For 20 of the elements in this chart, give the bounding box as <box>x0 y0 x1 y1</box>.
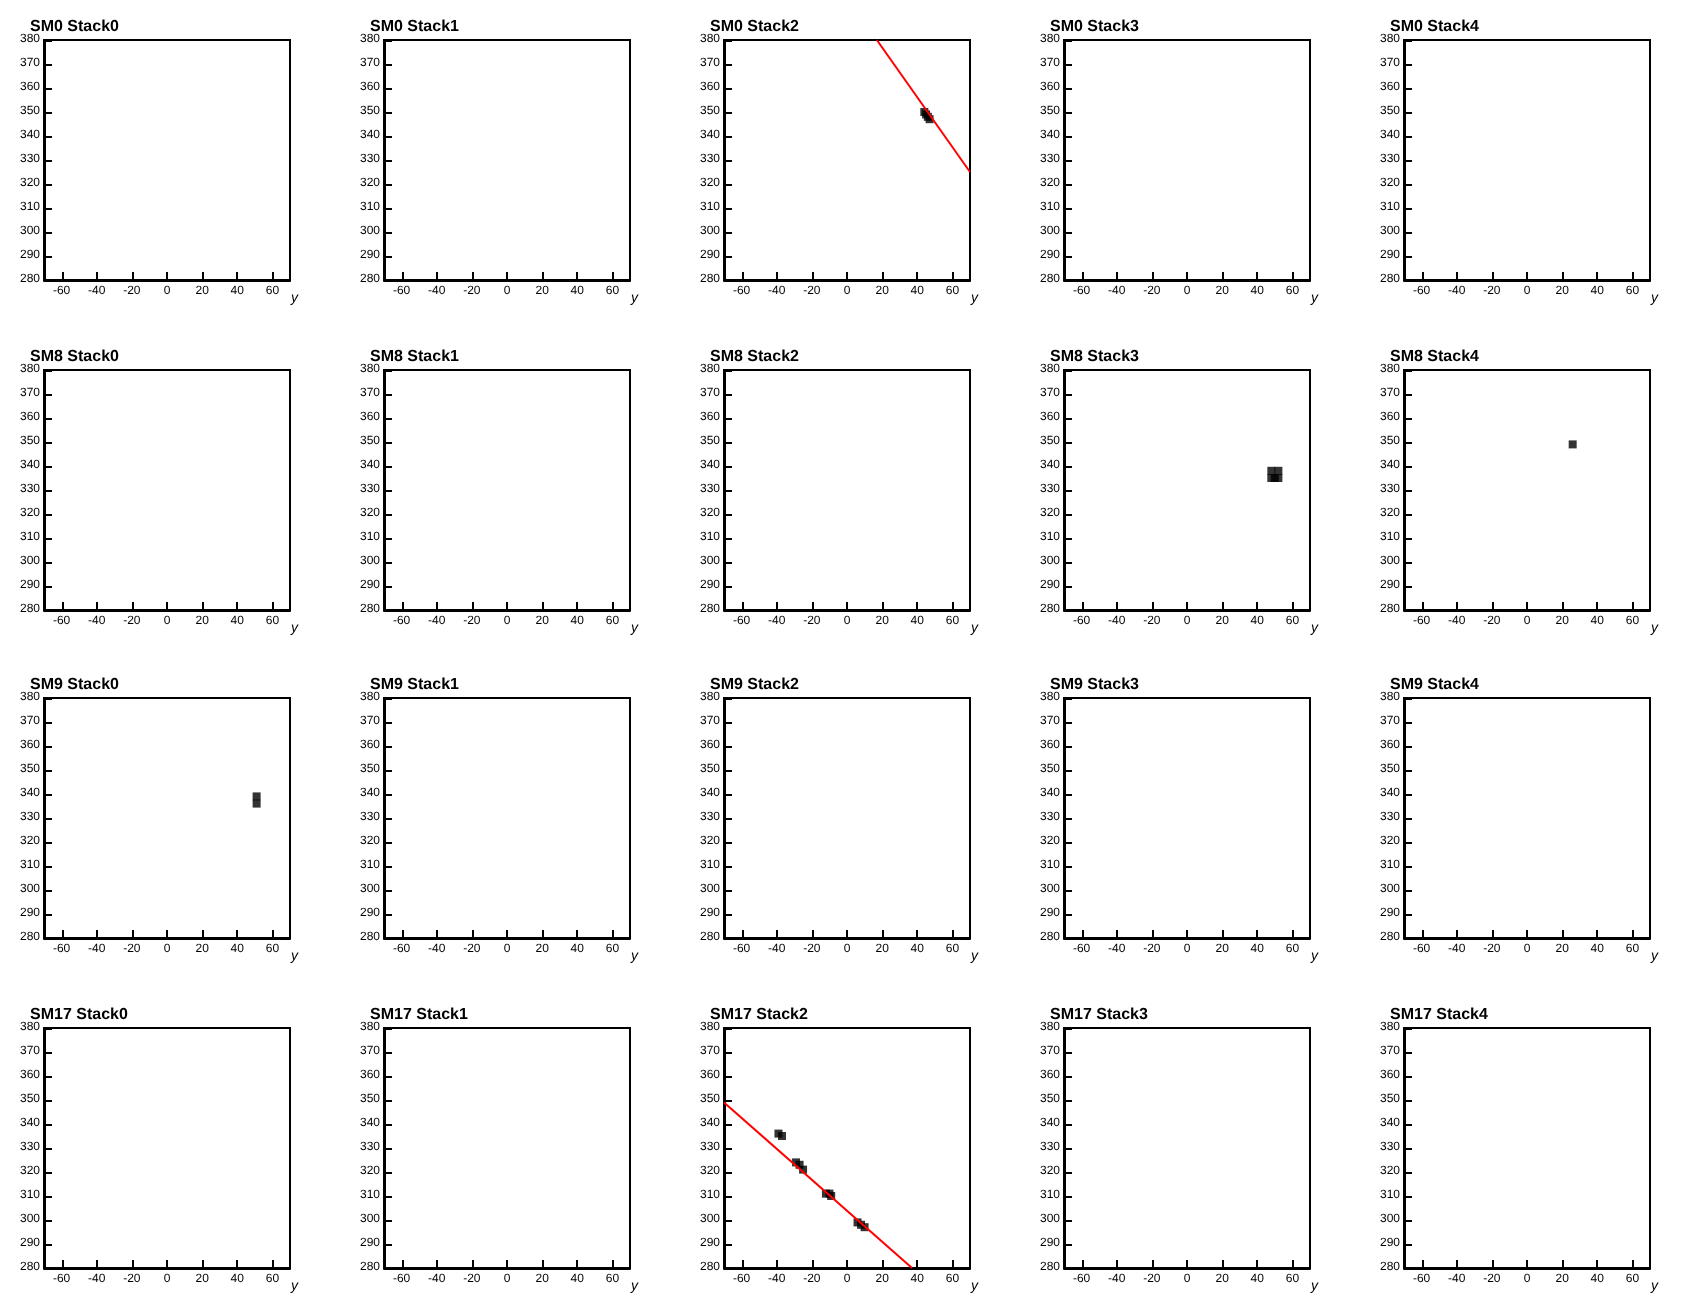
chart-title: SM8 Stack3 <box>1050 346 1141 364</box>
chart-title: SM9 Stack0 <box>30 675 121 693</box>
chart-title: SM9 Stack3 <box>1050 675 1141 693</box>
chart-title: SM0 Stack1 <box>370 17 461 35</box>
chart-title: SM0 Stack3 <box>1050 17 1141 35</box>
chart-title: SM8 Stack1 <box>370 346 461 364</box>
chart-title: SM17 Stack0 <box>30 1004 129 1022</box>
chart-title: SM8 Stack0 <box>30 346 121 364</box>
chart-title: SM17 Stack1 <box>370 1004 469 1022</box>
chart-title: SM0 Stack4 <box>1390 17 1481 35</box>
chart-title: SM17 Stack3 <box>1050 1004 1149 1022</box>
chart-title: SM8 Stack2 <box>710 346 801 364</box>
chart-title: SM9 Stack2 <box>710 675 801 693</box>
chart-title: SM17 Stack2 <box>710 1004 809 1022</box>
chart-title: SM8 Stack4 <box>1390 346 1481 364</box>
chart-title: SM0 Stack0 <box>30 17 121 35</box>
chart-title: SM9 Stack4 <box>1390 675 1481 693</box>
chart-title: SM9 Stack1 <box>370 675 461 693</box>
chart-title: SM17 Stack4 <box>1390 1004 1489 1022</box>
chart-title: SM0 Stack2 <box>710 17 801 35</box>
